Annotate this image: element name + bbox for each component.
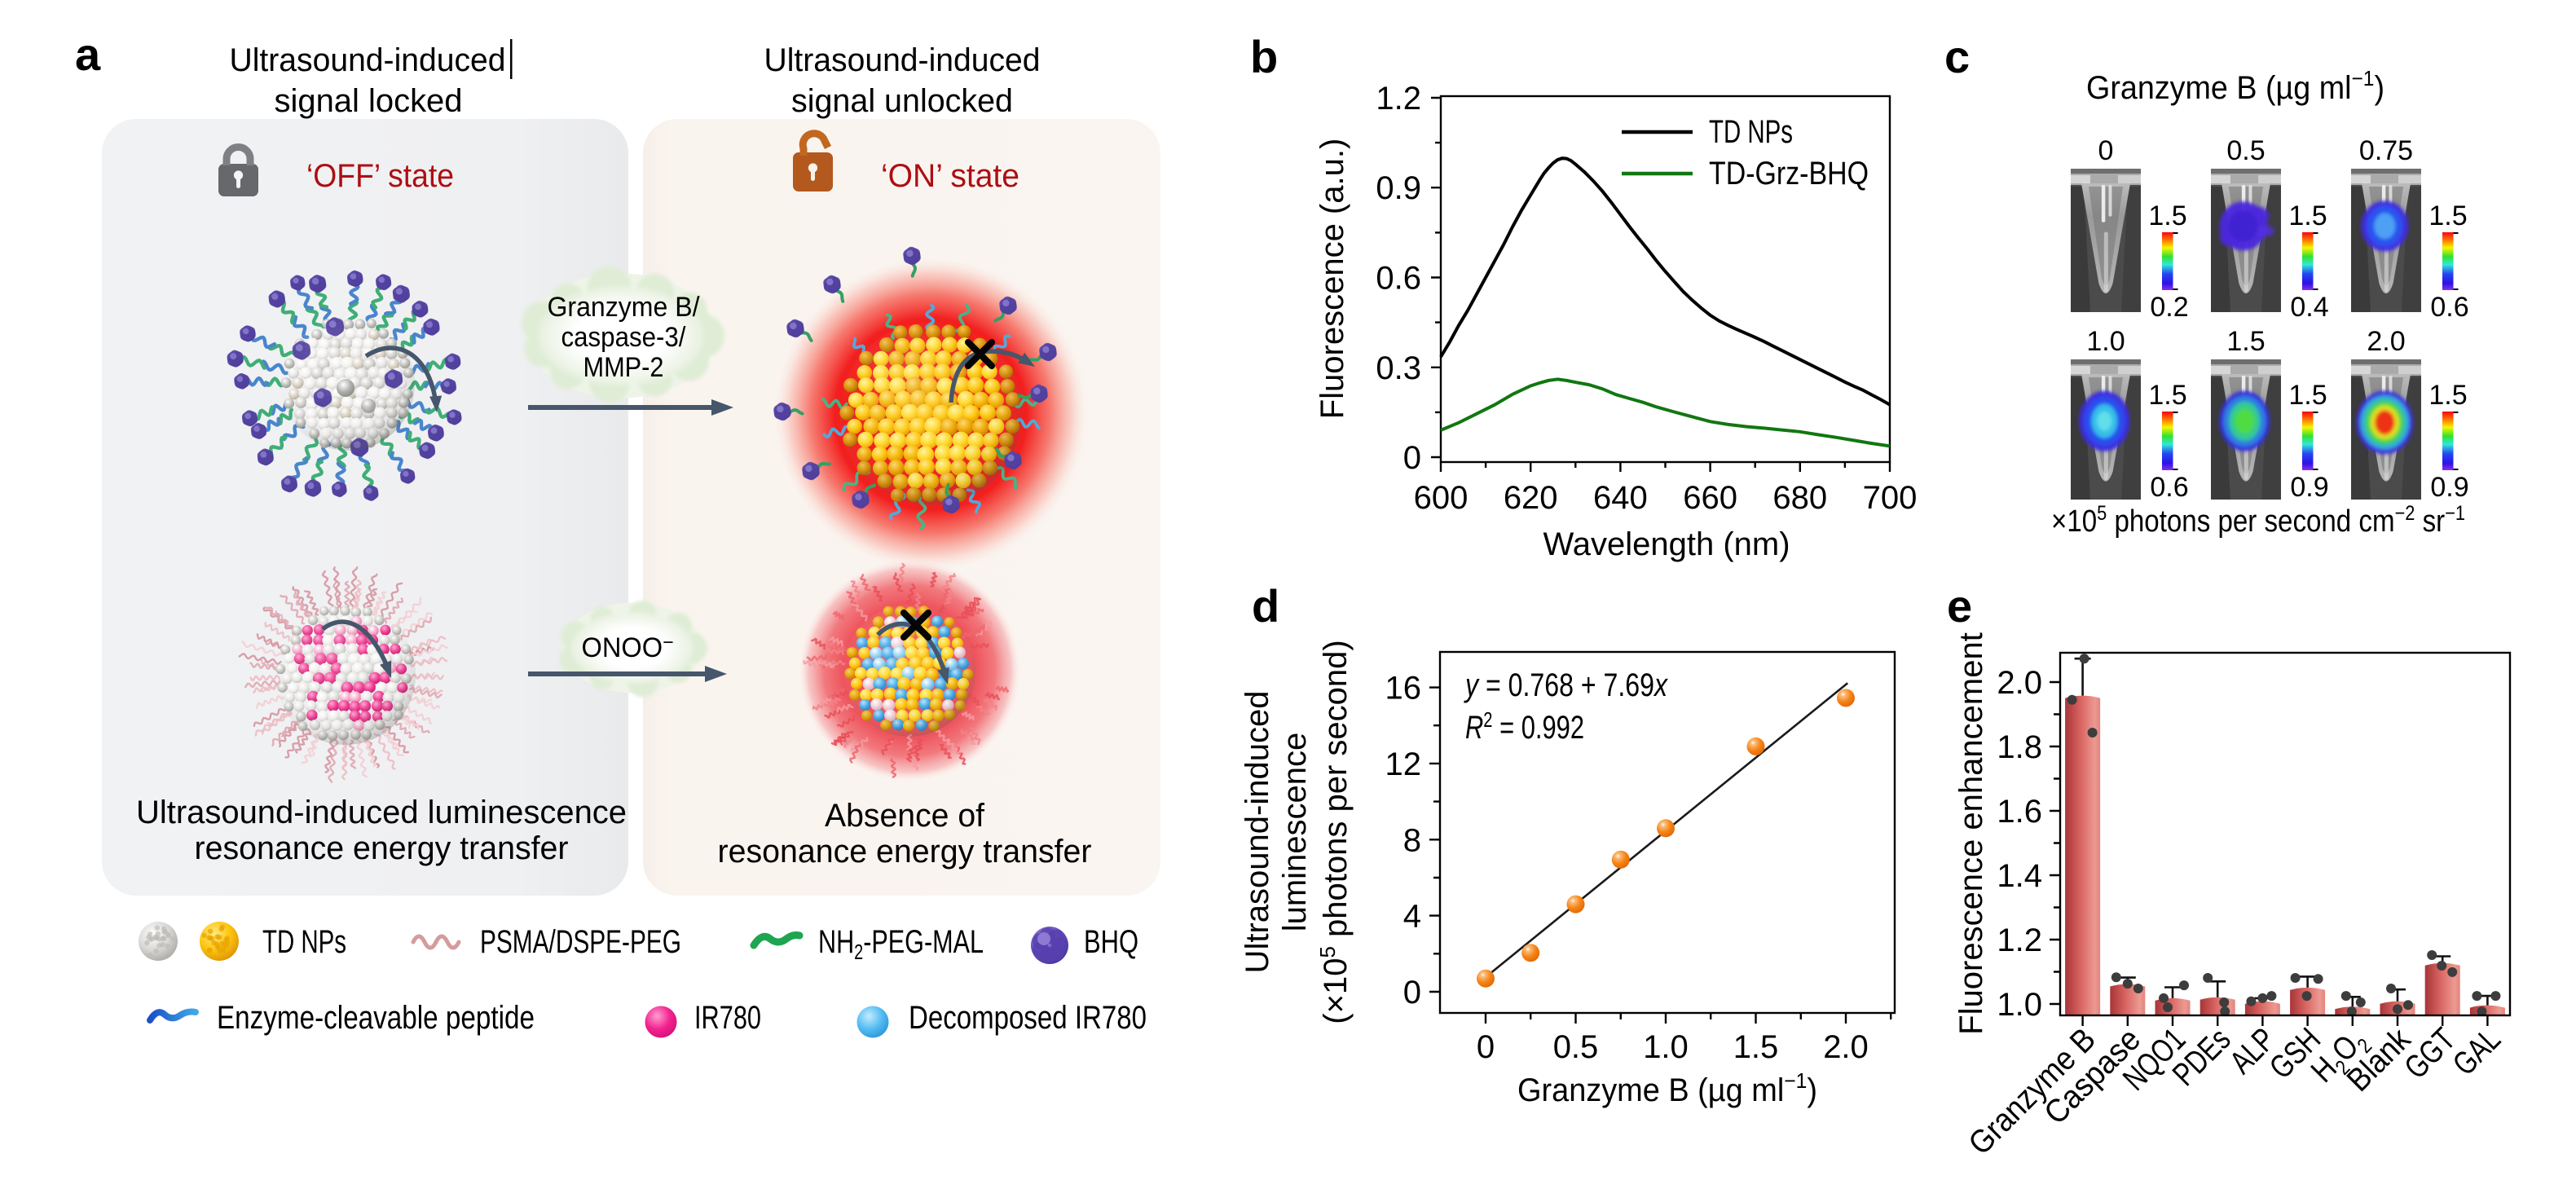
svg-text:1.0: 1.0 xyxy=(1643,1029,1689,1065)
svg-text:660: 660 xyxy=(1683,480,1737,516)
svg-text:0.3: 0.3 xyxy=(1376,350,1421,386)
svg-text:12: 12 xyxy=(1385,746,1422,782)
svg-text:1.5: 1.5 xyxy=(2428,200,2467,231)
svg-text:‘OFF’ state: ‘OFF’ state xyxy=(306,158,454,194)
svg-text:0.9: 0.9 xyxy=(2290,472,2328,503)
svg-text:680: 680 xyxy=(1772,480,1827,516)
svg-text:0.6: 0.6 xyxy=(2150,472,2188,503)
svg-text:e: e xyxy=(1947,580,1972,632)
svg-text:1.8: 1.8 xyxy=(1997,729,2042,765)
svg-text:a: a xyxy=(75,29,101,80)
svg-text:NH2-PEG-MAL: NH2-PEG-MAL xyxy=(818,924,984,964)
svg-text:0.6: 0.6 xyxy=(1376,261,1421,297)
svg-text:2.0: 2.0 xyxy=(1823,1029,1869,1065)
svg-text:2.0: 2.0 xyxy=(2367,326,2405,357)
svg-text:1.5: 1.5 xyxy=(2148,200,2186,231)
svg-text:4: 4 xyxy=(1403,899,1421,935)
svg-text:Granzyme B (µg ml−1): Granzyme B (µg ml−1) xyxy=(2086,66,2384,106)
svg-text:ONOO−: ONOO− xyxy=(582,632,674,663)
svg-text:1.5: 1.5 xyxy=(2288,380,2327,411)
svg-text:IR780: IR780 xyxy=(694,1000,761,1036)
svg-text:1.2: 1.2 xyxy=(1376,81,1421,117)
svg-text:Wavelength (nm): Wavelength (nm) xyxy=(1543,526,1790,562)
svg-text:1.5: 1.5 xyxy=(2428,380,2467,411)
svg-text:Ultrasound-induced: Ultrasound-induced xyxy=(1240,691,1275,974)
svg-text:16: 16 xyxy=(1385,671,1422,707)
svg-text:640: 640 xyxy=(1593,480,1648,516)
svg-text:signal locked: signal locked xyxy=(275,83,463,119)
svg-text:‘ON’ state: ‘ON’ state xyxy=(881,158,1019,194)
svg-text:signal unlocked: signal unlocked xyxy=(791,83,1013,119)
svg-text:0.75: 0.75 xyxy=(2359,135,2413,166)
svg-text:0.5: 0.5 xyxy=(2226,135,2265,166)
svg-text:Ultrasound-induced: Ultrasound-induced xyxy=(764,42,1041,78)
svg-text:d: d xyxy=(1252,580,1279,632)
svg-text:1.0: 1.0 xyxy=(2086,326,2125,357)
svg-text:resonance energy transfer: resonance energy transfer xyxy=(718,834,1092,870)
svg-text:1.4: 1.4 xyxy=(1997,858,2042,894)
svg-text:Absence of: Absence of xyxy=(825,798,985,834)
svg-text:2.0: 2.0 xyxy=(1997,665,2042,701)
svg-text:Ultrasound-induced luminescenc: Ultrasound-induced luminescence xyxy=(136,795,627,830)
svg-text:Ultrasound-induced: Ultrasound-induced xyxy=(230,42,506,78)
svg-text:1.0: 1.0 xyxy=(1997,987,2042,1023)
svg-text:0: 0 xyxy=(1477,1029,1495,1065)
svg-text:0: 0 xyxy=(1403,440,1421,476)
svg-text:TD NPs: TD NPs xyxy=(1709,114,1793,150)
svg-text:(×105 photons per second): (×105 photons per second) xyxy=(1315,640,1354,1024)
svg-text:1.6: 1.6 xyxy=(1997,794,2042,830)
svg-text:TD-Grz-BHQ: TD-Grz-BHQ xyxy=(1709,156,1869,192)
svg-text:0: 0 xyxy=(1403,975,1421,1010)
svg-text:0: 0 xyxy=(2098,135,2114,166)
svg-text:600: 600 xyxy=(1414,480,1469,516)
svg-text:b: b xyxy=(1250,31,1278,82)
svg-text:Fluorescence (a.u.): Fluorescence (a.u.) xyxy=(1314,139,1350,420)
svg-text:0.5: 0.5 xyxy=(1553,1029,1599,1065)
svg-text:1.5: 1.5 xyxy=(2148,380,2186,411)
svg-text:y = 0.768 + 7.69x: y = 0.768 + 7.69x xyxy=(1464,667,1669,703)
svg-text:620: 620 xyxy=(1504,480,1558,516)
svg-text:BHQ: BHQ xyxy=(1084,924,1138,960)
svg-text:Granzyme B/: Granzyme B/ xyxy=(548,292,701,323)
svg-text:0.6: 0.6 xyxy=(2430,292,2468,323)
svg-text:1.5: 1.5 xyxy=(2288,200,2327,231)
svg-text:Granzyme B (µg ml−1): Granzyme B (µg ml−1) xyxy=(1517,1068,1817,1108)
svg-text:700: 700 xyxy=(1863,480,1918,516)
svg-text:0.2: 0.2 xyxy=(2150,292,2188,323)
svg-text:R2 = 0.992: R2 = 0.992 xyxy=(1465,707,1584,746)
svg-text:0.9: 0.9 xyxy=(2430,472,2468,503)
svg-text:c: c xyxy=(1944,31,1970,82)
svg-text:MMP-2: MMP-2 xyxy=(583,352,664,383)
svg-text:caspase-3/: caspase-3/ xyxy=(561,322,686,353)
svg-text:8: 8 xyxy=(1403,822,1421,858)
svg-text:TD NPs: TD NPs xyxy=(262,924,346,960)
svg-text:Enzyme-cleavable peptide: Enzyme-cleavable peptide xyxy=(217,1000,535,1036)
svg-text:1.5: 1.5 xyxy=(1733,1029,1779,1065)
svg-text:0.9: 0.9 xyxy=(1376,170,1421,206)
svg-text:resonance energy transfer: resonance energy transfer xyxy=(195,830,569,866)
svg-text:1.5: 1.5 xyxy=(2226,326,2265,357)
svg-text:Fluorescence enhancement: Fluorescence enhancement xyxy=(1956,632,1989,1035)
svg-text:0.4: 0.4 xyxy=(2290,292,2328,323)
svg-text:1.2: 1.2 xyxy=(1997,922,2042,958)
svg-text:Decomposed IR780: Decomposed IR780 xyxy=(909,1000,1147,1036)
svg-text:luminescence: luminescence xyxy=(1277,733,1313,932)
svg-text:PSMA/DSPE-PEG: PSMA/DSPE-PEG xyxy=(480,924,681,960)
